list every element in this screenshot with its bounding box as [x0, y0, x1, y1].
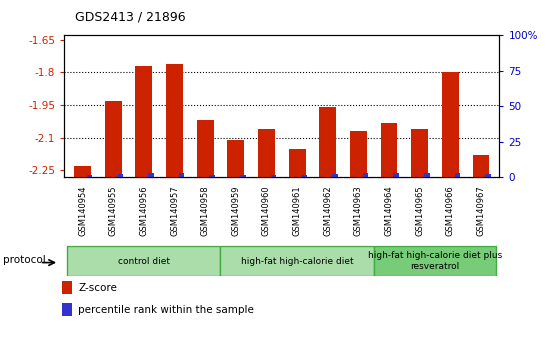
Bar — [473, 155, 489, 177]
Text: GSM140954: GSM140954 — [78, 185, 87, 236]
Bar — [363, 173, 368, 177]
Bar — [485, 174, 491, 177]
Bar — [197, 120, 214, 177]
Bar — [271, 175, 276, 177]
Bar — [374, 246, 497, 276]
Text: GSM140956: GSM140956 — [140, 185, 148, 236]
Bar — [288, 149, 306, 177]
Bar — [240, 175, 246, 177]
Text: GSM140961: GSM140961 — [292, 185, 302, 236]
Bar — [87, 175, 93, 177]
Bar — [258, 129, 275, 177]
Bar — [62, 303, 72, 316]
Text: GSM140959: GSM140959 — [232, 185, 240, 236]
Bar — [220, 246, 374, 276]
Text: GSM140964: GSM140964 — [384, 185, 393, 236]
Bar — [442, 73, 459, 177]
Text: protocol: protocol — [3, 255, 46, 264]
Bar — [319, 107, 336, 177]
Bar — [166, 64, 183, 177]
Text: GSM140960: GSM140960 — [262, 185, 271, 236]
Text: high-fat high-calorie diet: high-fat high-calorie diet — [241, 257, 353, 266]
Text: Z-score: Z-score — [78, 282, 117, 293]
Text: GSM140962: GSM140962 — [323, 185, 332, 236]
Bar — [301, 175, 307, 177]
Bar — [136, 66, 152, 177]
Text: GDS2413 / 21896: GDS2413 / 21896 — [75, 10, 186, 23]
Bar — [381, 122, 397, 177]
Bar — [455, 173, 460, 177]
Bar — [118, 174, 123, 177]
Bar — [228, 140, 244, 177]
Bar — [393, 173, 399, 177]
Text: high-fat high-calorie diet plus
resveratrol: high-fat high-calorie diet plus resverat… — [368, 251, 502, 271]
Text: GSM140963: GSM140963 — [354, 185, 363, 236]
Bar — [209, 175, 215, 177]
Bar — [350, 131, 367, 177]
Bar — [411, 129, 428, 177]
Text: percentile rank within the sample: percentile rank within the sample — [78, 305, 254, 315]
Text: GSM140958: GSM140958 — [201, 185, 210, 236]
Text: GSM140967: GSM140967 — [477, 185, 485, 236]
Bar — [67, 246, 220, 276]
Text: GSM140966: GSM140966 — [446, 185, 455, 236]
Bar — [332, 174, 338, 177]
Text: GSM140965: GSM140965 — [415, 185, 424, 236]
Bar — [105, 101, 122, 177]
Bar — [62, 281, 72, 294]
Text: GSM140955: GSM140955 — [109, 185, 118, 236]
Bar — [74, 166, 91, 177]
Bar — [148, 173, 153, 177]
Text: GSM140957: GSM140957 — [170, 185, 179, 236]
Text: control diet: control diet — [118, 257, 170, 266]
Bar — [179, 173, 184, 177]
Bar — [424, 173, 430, 177]
